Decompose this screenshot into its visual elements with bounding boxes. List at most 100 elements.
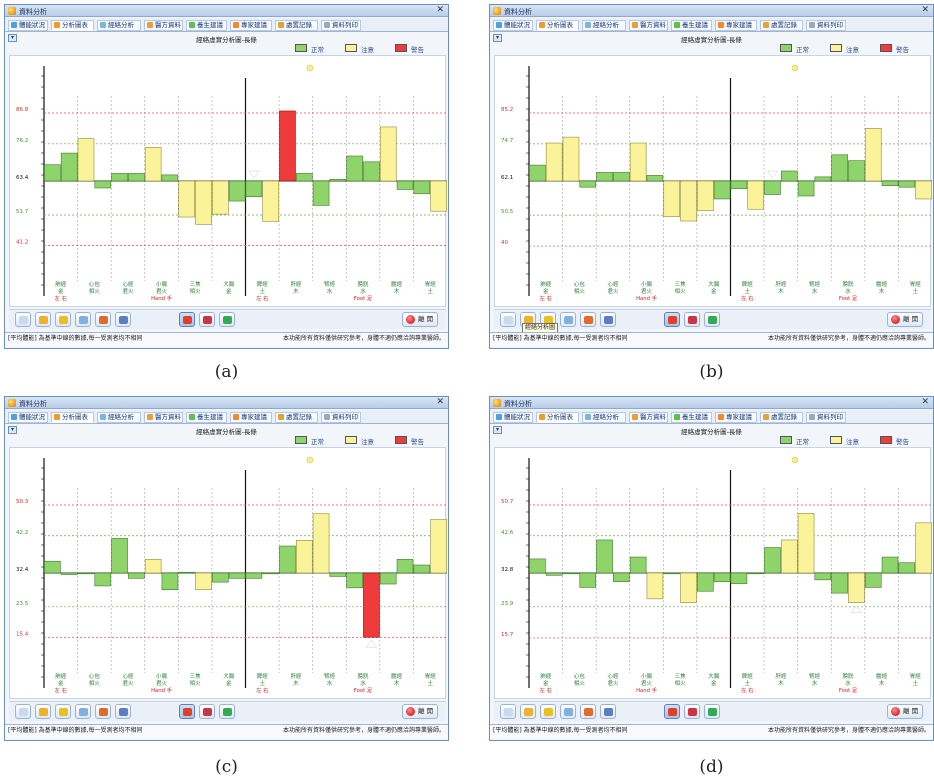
toolbar-button-6[interactable] [664,312,680,327]
toolbar-button-7[interactable] [684,704,700,719]
toolbar-button-4[interactable] [95,312,111,327]
toolbar-button-8[interactable] [704,704,720,719]
toolbar-button-5[interactable] [115,312,131,327]
collapse-button[interactable]: ▾ [8,426,17,434]
toolbar-button-0[interactable] [15,312,31,327]
legend-item: 警告 [395,43,448,54]
tab-0[interactable]: 體能狀況 [493,412,533,423]
toolbar-button-3[interactable] [75,704,91,719]
tab-4[interactable]: 養生建議 [671,412,712,423]
toolbar-button-5[interactable] [600,704,616,719]
toolbar-button-6[interactable] [179,704,195,719]
tab-0[interactable]: 體能狀況 [8,412,48,423]
bar [346,572,363,589]
exit-button[interactable]: 離 開 [402,312,438,327]
toolbar-button-4[interactable] [580,312,596,327]
close-icon[interactable]: ✕ [921,397,929,407]
toolbar-button-5[interactable] [600,312,616,327]
close-icon[interactable]: ✕ [921,5,929,15]
tab-6[interactable]: 處置記錄 [275,412,318,423]
toolbar-button-1[interactable] [35,312,51,327]
tab-5[interactable]: 專家建議 [715,412,757,423]
tab-2[interactable]: 經絡分析 [582,20,626,31]
toolbar-button-8[interactable] [219,704,235,719]
toolbar-button-3[interactable] [560,312,576,327]
tab-4[interactable]: 養生建議 [186,412,227,423]
tab-0[interactable]: 體能狀況 [8,20,48,31]
collapse-button[interactable]: ▾ [8,34,17,42]
collapse-button[interactable]: ▾ [493,34,502,42]
tab-icon [585,414,591,420]
legend-swatch [345,436,357,444]
meridian-element-label: 君火 [122,680,134,687]
toolbar-button-1[interactable] [520,704,536,719]
bar-chart: 86.876.263.451.741.2肺經金心包相火心經君火小腸君火三焦相火大… [16,64,447,302]
meridian-organ-label: 心包 [574,672,586,680]
tab-2[interactable]: 經絡分析 [97,412,141,423]
tab-7[interactable]: 資料列印 [321,20,361,31]
exit-button[interactable]: 離 開 [402,704,438,719]
toolbar-button-3[interactable] [75,312,91,327]
tab-4[interactable]: 養生建議 [186,20,227,31]
toolbar-button-7[interactable] [199,704,215,719]
toolbar-button-4[interactable] [95,704,111,719]
arrow-head [248,170,260,179]
tab-6[interactable]: 處置記錄 [760,412,803,423]
tab-7[interactable]: 資料列印 [806,20,846,31]
tab-3[interactable]: 醫方資料 [629,20,668,31]
tab-5[interactable]: 專家建議 [715,20,757,31]
tab-4[interactable]: 養生建議 [671,20,712,31]
toolbar-button-2[interactable] [55,312,71,327]
bar [245,572,263,579]
tab-5[interactable]: 專家建議 [230,20,272,31]
tab-2[interactable]: 經絡分析 [582,412,626,423]
close-icon[interactable]: ✕ [436,5,444,15]
tab-1[interactable]: 分析圖表 [51,412,94,423]
toolbar-button-1[interactable] [35,704,51,719]
toolbar-button-6[interactable] [664,704,680,719]
tab-7[interactable]: 資料列印 [806,412,846,423]
toolbar-button-0[interactable] [15,704,31,719]
toolbar-button-6[interactable] [179,312,195,327]
y-tick-label: 23.9 [501,601,514,607]
toolbar-button-8[interactable] [704,312,720,327]
tab-6[interactable]: 處置記錄 [760,20,803,31]
toolbar-button-2[interactable] [55,704,71,719]
toolbar-button-5[interactable] [115,704,131,719]
side-label: 左 右 [256,294,268,302]
tab-7[interactable]: 資料列印 [321,412,361,423]
toolbar-button-4[interactable] [580,704,596,719]
toolbar-button-3[interactable] [560,704,576,719]
bar [312,180,330,206]
collapse-button[interactable]: ▾ [493,426,502,434]
close-icon[interactable]: ✕ [436,397,444,407]
y-tick-label: 63.4 [16,175,29,181]
tab-5[interactable]: 專家建議 [230,412,272,423]
tab-3[interactable]: 醫方資料 [144,20,183,31]
meridian-organ-label: 肺經 [55,280,67,288]
meridian-element-label: 土 [427,287,433,295]
tab-1[interactable]: 分析圖表 [536,412,579,423]
tab-3[interactable]: 醫方資料 [629,412,668,423]
tab-icon [674,22,680,28]
tab-2[interactable]: 經絡分析 [97,20,141,31]
bar [730,180,748,189]
tab-6[interactable]: 處置記錄 [275,20,318,31]
toolbar-button-8[interactable] [219,312,235,327]
tab-icon [585,22,591,28]
tab-0[interactable]: 體能狀況 [493,20,533,31]
exit-button[interactable]: 離 開 [887,704,923,719]
tab-1[interactable]: 分析圖表 [536,20,579,31]
side-label: 左 右 [741,686,753,694]
toolbar-button-0[interactable] [500,704,516,719]
tab-1[interactable]: 分析圖表 [51,20,94,31]
tab-3[interactable]: 醫方資料 [144,412,183,423]
toolbar-button-7[interactable] [684,312,700,327]
meridian-organ-label: 膽經 [391,672,403,680]
exit-button[interactable]: 離 開 [887,312,923,327]
tab-label: 資料列印 [817,413,843,421]
toolbar-button-0[interactable] [500,312,516,327]
bar [898,562,916,574]
toolbar-button-2[interactable] [540,704,556,719]
toolbar-button-7[interactable] [199,312,215,327]
